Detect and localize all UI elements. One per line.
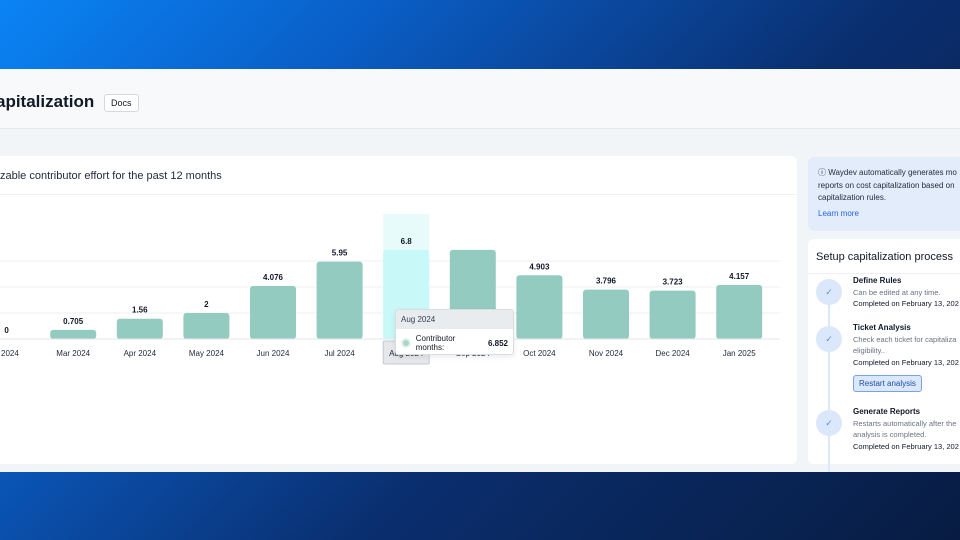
tooltip-label: Contributor months: xyxy=(415,334,456,352)
step-name: Ticket Analysis xyxy=(853,323,911,332)
chart-tooltip: Aug 2024 Contributor months: 6.852 xyxy=(395,309,514,355)
tick-label: b 2024 xyxy=(0,349,19,358)
data-label: 0.705 xyxy=(63,317,84,326)
info-line: reports on cost capitalization based on xyxy=(818,180,955,190)
step-desc: analysis is completed. xyxy=(853,430,927,439)
tick-label: Jul 2024 xyxy=(324,349,355,358)
step-desc: Check each ticket for capitaliza xyxy=(853,334,957,344)
tick-label: Apr 2024 xyxy=(124,349,157,358)
setup-title: Setup capitalization process xyxy=(816,251,953,263)
bar xyxy=(516,275,563,339)
bar xyxy=(250,286,296,339)
divider xyxy=(0,194,797,195)
bar xyxy=(116,318,163,339)
data-label: 4.903 xyxy=(529,262,550,271)
step-text: Ticket Analysis Check each ticket for ca… xyxy=(853,322,960,368)
info-line: capitalization rules. xyxy=(818,193,887,202)
data-label: 4.157 xyxy=(729,272,750,281)
page-header: apitalization Docs xyxy=(0,69,960,129)
setup-card: Setup capitalization process ✓ Define Ru… xyxy=(808,239,960,472)
check-icon: ✓ xyxy=(816,326,842,352)
data-label: 4.076 xyxy=(263,273,284,282)
bar xyxy=(50,329,97,339)
step-desc: Can be edited at any time. xyxy=(853,287,941,297)
data-label: 0 xyxy=(4,326,9,335)
bar xyxy=(316,261,363,339)
series-dot-icon xyxy=(401,338,411,348)
bar xyxy=(649,290,696,339)
data-label: 6.8 xyxy=(401,237,413,246)
step-desc: Restarts automatically after the xyxy=(853,418,957,428)
step-name: Generate Reports xyxy=(853,407,921,416)
learn-more-link[interactable]: Learn more xyxy=(818,208,859,218)
step-text: Define Rules Can be edited at any time. … xyxy=(853,275,960,310)
info-box: ⓘ Waydev automatically generates mo repo… xyxy=(808,157,960,231)
step-completed: Completed on February 13, 202 xyxy=(853,357,959,367)
bar xyxy=(583,289,629,339)
step-desc: eligibility.. xyxy=(853,346,885,355)
data-label: 1.56 xyxy=(132,306,148,315)
tick-label: Oct 2024 xyxy=(523,349,556,358)
step-completed: Completed on February 13, 202 xyxy=(853,441,959,451)
chart-card: zable contributor effort for the past 12… xyxy=(0,156,797,464)
data-label: 2 xyxy=(204,300,209,309)
step-name: Define Rules xyxy=(853,276,902,285)
tooltip-row: Contributor months: 6.852 xyxy=(396,329,513,352)
tick-label: Mar 2024 xyxy=(56,349,90,358)
divider xyxy=(808,273,960,274)
steps-connector xyxy=(828,291,830,472)
data-label: 3.723 xyxy=(663,278,684,287)
tooltip-value: 6.852 xyxy=(487,338,508,348)
restart-analysis-button[interactable]: Restart analysis xyxy=(853,375,922,392)
tick-label: Jan 2025 xyxy=(723,349,756,358)
chart-title: zable contributor effort for the past 12… xyxy=(0,170,222,182)
tick-label: Jun 2024 xyxy=(257,349,290,358)
data-label: 3.796 xyxy=(596,277,617,286)
tick-label: Dec 2024 xyxy=(655,349,690,358)
step-completed: Completed on February 13, 202 xyxy=(853,299,959,308)
data-label: 5.95 xyxy=(332,249,348,258)
step-text: Generate Reports Restarts automatically … xyxy=(853,406,960,452)
check-icon: ✓ xyxy=(816,410,842,436)
tick-label: Nov 2024 xyxy=(589,349,624,358)
docs-button[interactable]: Docs xyxy=(104,94,139,112)
check-icon: ✓ xyxy=(816,279,842,305)
tooltip-title: Aug 2024 xyxy=(396,310,513,329)
bar xyxy=(716,284,763,339)
page-title: apitalization xyxy=(0,92,95,111)
info-line: ⓘ Waydev automatically generates mo xyxy=(818,168,957,177)
app-window: apitalization Docs zable contributor eff… xyxy=(0,69,960,472)
tick-label: May 2024 xyxy=(189,349,225,358)
bar xyxy=(183,313,230,339)
